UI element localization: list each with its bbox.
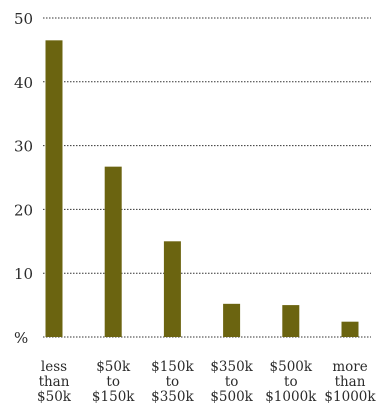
- category-label-5-line-1: than: [335, 374, 366, 390]
- gridlines: [43, 17, 371, 338]
- category-label-4-line-0: $500k: [270, 359, 313, 375]
- bar-5: [341, 321, 359, 337]
- bar-1: [104, 166, 122, 337]
- category-label-0-line-0: less: [41, 359, 67, 375]
- bar-0: [45, 40, 63, 338]
- category-label-4-line-2: $1000k: [265, 389, 317, 405]
- bars: [45, 40, 359, 338]
- y-tick-label-30: 30: [14, 138, 33, 156]
- category-label-1-line-1: to: [106, 374, 120, 390]
- category-label-2-line-0: $150k: [151, 359, 194, 375]
- category-label-5-line-0: more: [332, 359, 367, 375]
- category-label-5: more than $1000k: [324, 359, 376, 405]
- category-label-4: $500k to $1000k: [265, 359, 317, 405]
- y-tick-label-10: 10: [14, 265, 33, 283]
- category-label-5-line-2: $1000k: [324, 389, 376, 405]
- y-tick-label-20: 20: [14, 201, 33, 219]
- category-label-3-line-0: $350k: [210, 359, 253, 375]
- bar-2: [163, 241, 181, 337]
- category-label-0: less than $50k: [37, 359, 72, 405]
- category-label-3-line-2: $500k: [210, 389, 253, 405]
- category-label-2-line-2: $350k: [151, 389, 194, 405]
- x-axis-labels: less than $50k$50k to $150k$150k to $350k$350k…: [37, 359, 376, 405]
- y-tick-label-40: 40: [14, 74, 33, 92]
- category-label-0-line-2: $50k: [37, 389, 72, 405]
- category-label-1-line-0: $50k: [96, 359, 131, 375]
- bar-3: [223, 303, 241, 337]
- category-label-1-line-2: $150k: [92, 389, 135, 405]
- bar-4: [282, 305, 300, 337]
- category-label-0-line-1: than: [39, 374, 70, 390]
- category-label-2-line-1: to: [166, 374, 180, 390]
- y-axis-ticks: % 10 20 30 40 50: [14, 10, 33, 347]
- category-label-3: $350k to $500k: [210, 359, 253, 405]
- y-unit-label: %: [14, 329, 28, 347]
- y-tick-label-50: 50: [14, 10, 33, 28]
- category-label-1: $50k to $150k: [92, 359, 135, 405]
- category-label-3-line-1: to: [225, 374, 239, 390]
- category-label-2: $150k to $350k: [151, 359, 194, 405]
- category-label-4-line-1: to: [284, 374, 298, 390]
